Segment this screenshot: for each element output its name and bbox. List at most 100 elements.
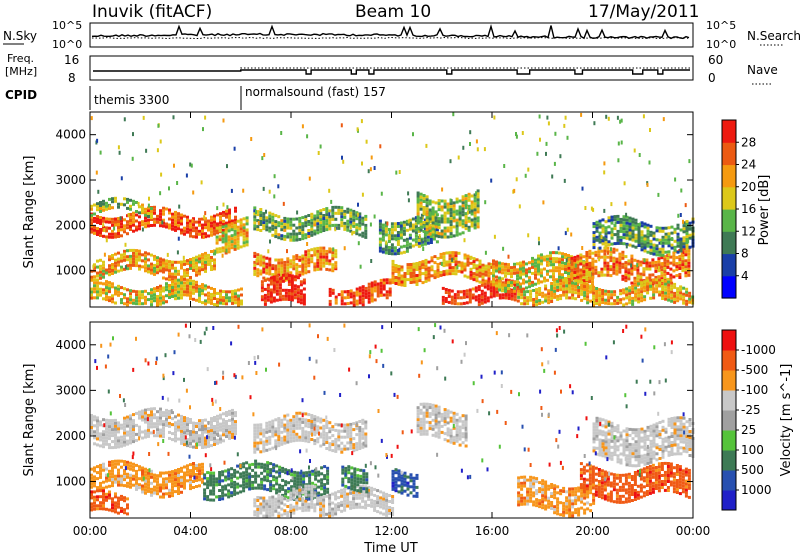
- colorbar-frame: [721, 329, 737, 511]
- cpid-segment-1: themis 3300: [94, 93, 169, 107]
- colorbar-swatch: [722, 350, 736, 371]
- heatmap-band: [215, 216, 249, 255]
- x-axis-label: Time UT: [363, 541, 417, 554]
- heatmap-band: [90, 407, 237, 450]
- colorbar-tick-label: -100: [741, 383, 768, 397]
- heatmap-band: [90, 489, 129, 516]
- colorbar-tick-label: 12: [741, 224, 756, 238]
- station-title: Inuvik (fitACF): [92, 2, 212, 22]
- y-tick-label: 1000: [55, 264, 86, 278]
- noise-left-tick-top: 10^5: [52, 19, 82, 32]
- colorbar-swatch: [722, 142, 736, 166]
- colorbar-swatch: [722, 410, 736, 431]
- colorbar-tick-label: -25: [741, 403, 761, 417]
- freq-label-line2: [MHz]: [5, 65, 37, 78]
- freq-left-tick-bottom: 8: [68, 71, 76, 85]
- colorbar-swatch: [722, 430, 736, 451]
- freq-panel-frame: [89, 55, 694, 81]
- heatmap-band: [592, 416, 695, 468]
- freq-left-tick-top: 16: [64, 53, 79, 67]
- colorbar-tick-label: 28: [741, 135, 756, 149]
- y-tick-label: 1000: [55, 475, 86, 489]
- date-title: 17/May/2011: [588, 2, 700, 22]
- velocity-y-label: Slant Range [km]: [22, 364, 37, 477]
- heatmap-band: [567, 246, 691, 289]
- heatmap-band: [416, 402, 468, 448]
- noise-left-tick-bottom: 10^0: [52, 38, 82, 51]
- heatmap-band: [253, 411, 368, 454]
- heatmap-band: [90, 459, 204, 499]
- y-tick-label: 4000: [55, 338, 86, 352]
- heatmap-band: [441, 278, 520, 307]
- freq-label-line1: Freq.: [7, 52, 34, 65]
- y-tick-label: 4000: [55, 128, 86, 142]
- colorbar-swatch: [722, 164, 736, 188]
- colorbar-tick-label: 8: [741, 247, 749, 261]
- colorbar-swatch: [722, 390, 736, 411]
- x-tick-label: 16:00: [475, 524, 510, 538]
- colorbar-tick-label: 4: [741, 269, 749, 283]
- heatmap-band: [517, 278, 695, 307]
- colorbar-swatch: [722, 490, 736, 511]
- nave-right-tick-top: 60: [708, 53, 723, 67]
- heatmap-band: [592, 214, 695, 257]
- y-tick-label: 2000: [55, 429, 86, 443]
- x-tick-label: 00:00: [676, 524, 711, 538]
- x-tick-label: 00:00: [73, 524, 108, 538]
- colorbar-swatch: [722, 186, 736, 210]
- heatmap-band: [203, 459, 330, 502]
- x-tick-label: 20:00: [575, 524, 610, 538]
- noise-panel-frame: [89, 22, 694, 48]
- noise-right-label: N.Search: [747, 29, 800, 43]
- heatmap-band: [341, 465, 369, 494]
- velocity-y-axis: 1000 2000 3000 4000: [55, 338, 693, 489]
- heatmap-band: [253, 205, 368, 242]
- power-colorbar: 4 8 12 16 20 24 28: [721, 119, 756, 299]
- y-tick-label: 3000: [55, 173, 86, 187]
- frequency-trace: [93, 69, 690, 75]
- heatmap-band: [416, 189, 480, 239]
- velocity-colorbar-label: Velocity [m s^-1]: [779, 364, 794, 477]
- heatmap-band: [90, 196, 153, 219]
- cpid-label: CPID: [5, 88, 37, 102]
- colorbar-swatch: [722, 370, 736, 391]
- power-y-label: Slant Range [km]: [22, 156, 37, 269]
- colorbar-tick-label: 100: [741, 443, 764, 457]
- colorbar-tick-label: 500: [741, 463, 764, 477]
- noise-right-tick-top: 10^5: [706, 19, 736, 32]
- heatmap-band: [90, 205, 237, 239]
- x-tick-label: 04:00: [173, 524, 208, 538]
- y-tick-label: 2000: [55, 218, 86, 232]
- heatmap-band: [260, 273, 306, 306]
- colorbar-tick-label: 24: [741, 158, 756, 172]
- colorbar-swatch: [722, 330, 736, 351]
- colorbar-swatch: [722, 231, 736, 255]
- power-heatmap: [90, 112, 695, 307]
- colorbar-swatch: [722, 275, 736, 299]
- colorbar-swatch: [722, 450, 736, 471]
- power-y-axis: 1000 2000 3000 4000: [55, 128, 693, 278]
- heatmap-band: [328, 278, 392, 307]
- colorbar-tick-label: 20: [741, 180, 756, 194]
- noise-sky-trace: [91, 24, 690, 40]
- colorbar-tick-label: -500: [741, 363, 768, 377]
- nave-label: Nave: [747, 63, 778, 77]
- velocity-heatmap: [90, 323, 695, 518]
- cpid-segment-2: normalsound (fast) 157: [245, 85, 386, 99]
- nave-trace: [93, 67, 690, 72]
- colorbar-swatch: [722, 470, 736, 491]
- x-tick-label: 08:00: [274, 524, 309, 538]
- colorbar-tick-label: 25: [741, 423, 756, 437]
- colorbar-swatch: [722, 209, 736, 232]
- heatmap-scatter: [90, 323, 687, 482]
- heatmap-scatter: [90, 112, 691, 271]
- time-axis: 00:00 04:00 08:00 12:00 16:00 20:00 00:00: [73, 112, 711, 538]
- nave-right-tick-bottom: 0: [708, 71, 716, 85]
- colorbar-swatch: [722, 253, 736, 277]
- beam-title: Beam 10: [355, 2, 431, 22]
- noise-left-label: N.Sky: [3, 29, 37, 43]
- x-tick-label: 12:00: [374, 524, 409, 538]
- y-tick-label: 3000: [55, 383, 86, 397]
- heatmap-band: [253, 484, 317, 518]
